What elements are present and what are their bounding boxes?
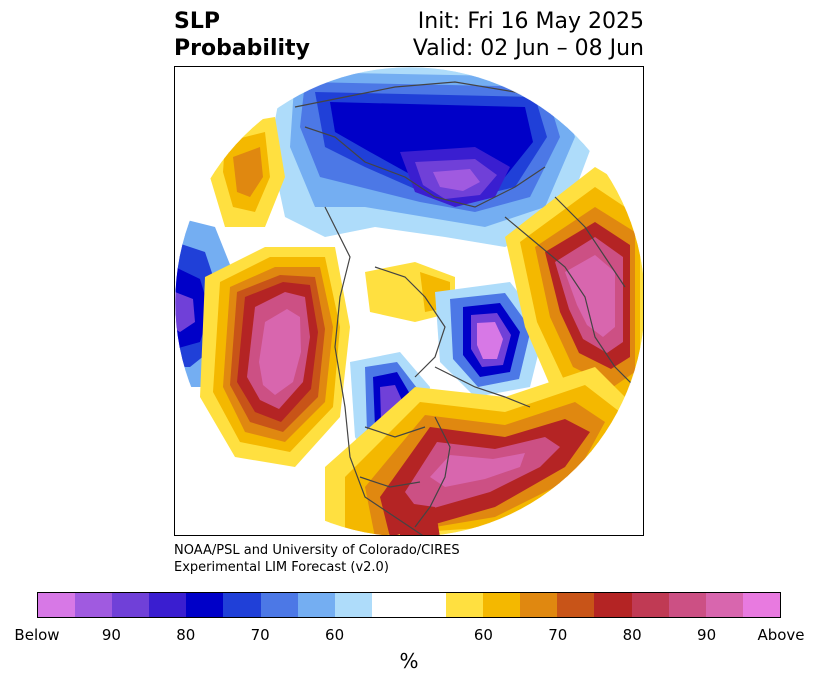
colorbar-swatch [557,593,595,617]
colorbar-tick-label: 60 [473,626,493,644]
probability-map [175,67,643,535]
colorbar-swatch [520,593,558,617]
colorbar-tick-label: 70 [548,626,568,644]
colorbar-tick-label: 80 [622,626,642,644]
credits: NOAA/PSL and University of Colorado/CIRE… [174,542,460,576]
colorbar-swatch [705,593,743,617]
colorbar-swatch [446,593,484,617]
date-block: Init: Fri 16 May 2025 Valid: 02 Jun – 08… [413,8,644,62]
colorbar-swatch [223,593,261,617]
colorbar-swatch [75,593,113,617]
map-title: SLP Probability [174,8,310,62]
colorbar-swatch [668,593,706,617]
colorbar-tick-label: 60 [325,626,345,644]
colorbar-tick-label: Below [14,626,60,644]
colorbar-swatch [186,593,224,617]
colorbar-swatch [631,593,669,617]
colorbar-swatch [742,593,780,617]
variable-label: SLP [174,9,220,34]
colorbar-tick-label: 80 [176,626,196,644]
colorbar-tick-label: Above [757,626,805,644]
below-normal-greenland [435,282,545,397]
colorbar-tick-label: 90 [697,626,717,644]
colorbar-swatch [371,593,409,617]
colorbar-swatch [297,593,335,617]
valid-range: Valid: 02 Jun – 08 Jun [412,36,644,61]
colorbar-swatch [408,593,447,617]
colorbar-swatch [38,593,76,617]
credit-line-1: NOAA/PSL and University of Colorado/CIRE… [174,543,460,558]
colorbar-swatch [260,593,298,617]
polar-map [174,66,644,536]
globe-disk [175,67,643,535]
colorbar [37,592,781,618]
colorbar-swatch [149,593,187,617]
colorbar-swatch [334,593,372,617]
colorbar-swatch [483,593,521,617]
above-normal-ne-pacific [200,247,350,467]
colorbar-unit: % [399,649,419,673]
colorbar-tick-label: 70 [250,626,270,644]
colorbar-swatch [112,593,150,617]
init-date: Init: Fri 16 May 2025 [417,9,644,34]
colorbar-swatch [594,593,632,617]
subtitle-label: Probability [174,36,310,61]
below-normal-arctic [270,67,595,247]
colorbar-tick-label: 90 [101,626,121,644]
credit-line-2: Experimental LIM Forecast (v2.0) [174,560,389,575]
